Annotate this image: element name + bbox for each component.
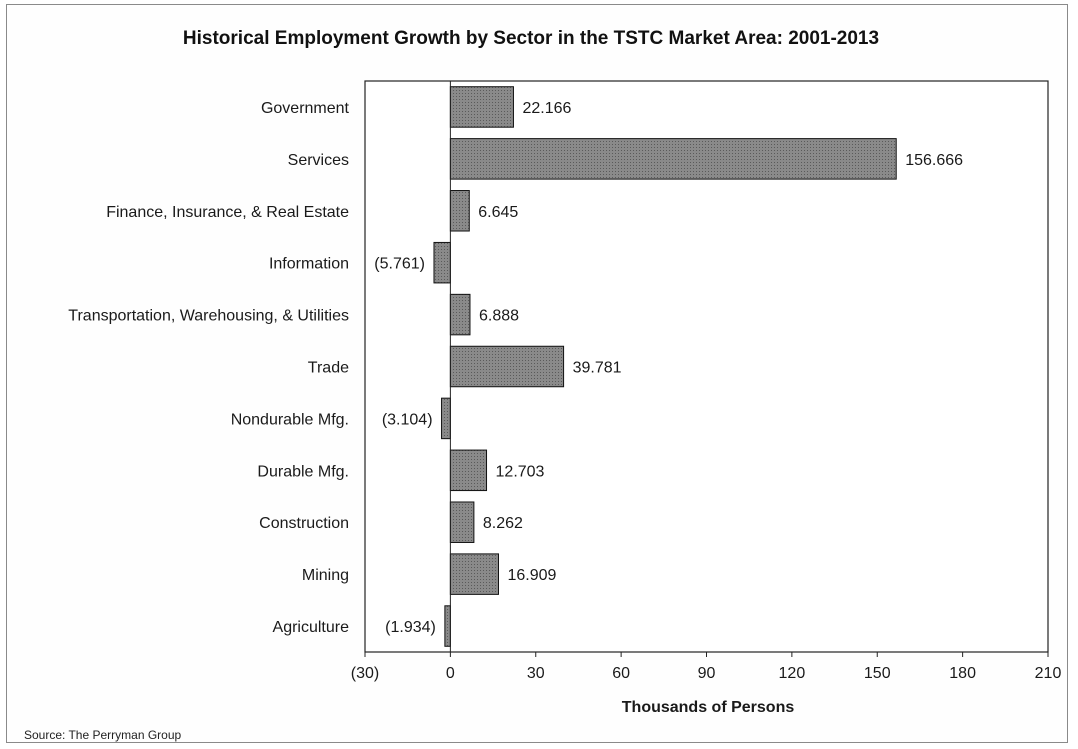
x-axis-label: Thousands of Persons [622,699,795,716]
x-tick-label: 0 [446,665,455,682]
category-label: Trade [308,360,349,377]
chart-title: Historical Employment Growth by Sector i… [182,28,880,49]
x-tick-label: 90 [698,665,716,682]
bar [449,449,488,492]
value-label: 8.262 [483,515,523,532]
x-tick-label: 120 [779,665,806,682]
bar [449,190,470,232]
category-label: Transportation, Warehousing, & Utilities [68,308,349,325]
value-label: 6.645 [478,204,518,221]
category-label: Agriculture [273,619,350,636]
x-tick-label: 30 [527,665,545,682]
category-label: Construction [259,515,349,532]
value-label: (3.104) [382,411,433,428]
value-label: (5.761) [374,256,425,273]
category-label: Mining [302,567,349,584]
bar [433,241,451,284]
bar [441,397,451,440]
x-tick-label: 150 [864,665,891,682]
category-label: Durable Mfg. [257,463,349,480]
category-label: Nondurable Mfg. [231,411,349,428]
bar [449,501,475,543]
bar [449,345,565,388]
x-tick-label: 210 [1035,665,1062,682]
bar [444,605,451,647]
value-label: 156.666 [905,152,963,169]
category-label: Services [288,152,349,169]
category-label: Government [261,100,350,117]
value-label: 39.781 [573,360,622,377]
x-tick-label: 60 [612,665,630,682]
value-label: 6.888 [479,308,519,325]
value-label: 22.166 [522,100,571,117]
bar [449,553,499,595]
category-label: Finance, Insurance, & Real Estate [106,204,349,221]
source-note: Source: The Perryman Group [24,728,182,742]
x-tick-label: (30) [351,665,379,682]
bar [449,86,514,128]
value-label: (1.934) [385,619,436,636]
category-label: Information [269,256,349,273]
bar [449,138,897,180]
x-tick-label: 180 [949,665,976,682]
value-label: 12.703 [496,463,545,480]
value-label: 16.909 [507,567,556,584]
bar [449,293,471,336]
